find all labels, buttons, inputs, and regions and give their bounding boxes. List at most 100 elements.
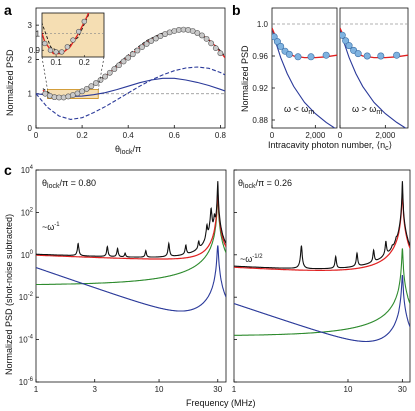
panel-a-inset-data-point	[42, 40, 48, 47]
panel-c-left-title-end: /π = 0.80	[59, 178, 95, 188]
panel-c-right-slope-exp: -1/2	[252, 254, 263, 260]
panel-c-y-tick-label: 102	[21, 207, 34, 217]
panel-b-data-point	[307, 53, 315, 61]
panel-b-x-label-main: Intracavity photon number, ⟨n	[268, 140, 385, 150]
panel-c-left-title-main: θ	[42, 178, 47, 188]
panel-b-y-tick-label: 0.96	[252, 52, 268, 61]
panel-a-series-dashed-blue	[36, 66, 225, 120]
panel-c-right-title-sub: lock	[243, 183, 256, 190]
panel-a-inset: 0.1 0.2 0.9 1	[29, 12, 105, 90]
panel-c-red-curve	[234, 193, 410, 271]
panel-b-right-label-sub: m	[376, 109, 382, 116]
panel-a-data-point	[134, 47, 141, 54]
panel-c-blue-curve	[36, 245, 226, 312]
panel-a-inset-x-tick-label: 0.2	[79, 58, 91, 67]
panel-b-data-point	[354, 50, 362, 58]
panel-b-right-label: ω > ωm	[352, 104, 382, 116]
panel-c-x-tick-label: 1	[232, 385, 237, 394]
panel-a-y-tick-label: 2	[28, 55, 33, 64]
panel-c-y-tick-label: 10-4	[19, 335, 34, 345]
panel-c-y-axis-label: Normalized PSD (shot-noise subtracted)	[4, 214, 14, 375]
panel-b-y-tick-label: 1.0	[257, 20, 269, 29]
panel-a-data-point	[208, 40, 215, 47]
panel-a: 0 0.2 0.4 0.6 0.8 0 1 2 3 Normalized PSD θlock/π…	[5, 7, 226, 156]
panel-b-data-point	[285, 50, 293, 58]
panel-c-y-tick-exponent: 2	[30, 207, 34, 213]
panel-a-inset-data-point	[59, 49, 65, 55]
panel-b-data-point	[322, 51, 330, 59]
panel-a-inset-connector-right	[97, 56, 105, 90]
panel-a-inset-data-point	[47, 47, 54, 53]
panel-b-left-label-sub: m	[308, 109, 314, 116]
panel-c-y-tick-mantissa: 10	[19, 336, 28, 345]
panel-c-green-curve	[36, 197, 226, 286]
panel-c-right-plot	[234, 181, 410, 343]
panel-b-x-label-sub: c	[385, 145, 389, 152]
panel-c-right-slope-main: ~ω	[240, 254, 252, 264]
panel-a-data-point	[217, 50, 224, 57]
panel-a-data-point	[116, 62, 122, 69]
panel-a-inset-data-point	[75, 28, 82, 35]
panel-a-data-point	[83, 86, 90, 92]
panel-c-y-tick-mantissa: 10	[19, 378, 28, 387]
panel-c-y-tick-exponent: -4	[28, 335, 34, 341]
panel-c-right-title-end: /π = 0.26	[255, 178, 291, 188]
panel-a-data-point	[129, 51, 136, 58]
panel-a-y-axis-label: Normalized PSD	[5, 49, 15, 116]
panel-b-data-point	[363, 52, 371, 60]
panel-c-y-tick-label: 10-2	[19, 292, 34, 302]
panel-c-measured-spectrum	[234, 181, 410, 270]
panel-b-x-tick-label: 2,000	[375, 131, 396, 140]
panel-a-inset-data-point	[53, 49, 59, 55]
panel-a-data-point	[111, 66, 118, 72]
panel-a-inset-y-tick-label: 1	[36, 29, 41, 38]
panel-c-y-tick-exponent: 4	[30, 165, 34, 171]
panel-c-left-title: θlock/π = 0.80	[42, 178, 96, 190]
panel-c-red-curve	[36, 193, 226, 260]
panel-c-y-tick-label: 104	[21, 165, 34, 175]
panel-a-x-label-theta: θ	[115, 144, 120, 154]
panel-b-x-label-end: ⟩	[389, 140, 393, 150]
panel-c-y-tick-mantissa: 10	[21, 208, 30, 217]
panel-a-inset-data-point	[70, 37, 76, 43]
panel-c-left-plot	[36, 181, 226, 312]
panel-b-x-tick-label: 2,000	[305, 131, 326, 140]
panel-b-x-tick-label: 0	[338, 131, 343, 140]
panel-c-y-tick-mantissa: 10	[19, 293, 28, 302]
panel-a-x-label-sub: lock	[120, 149, 133, 156]
panel-b: 0.88 0.92 0.96 1.0 0 2,000 0 2,000 Normalized P…	[240, 7, 409, 152]
panel-b-right-label-main: ω > ω	[352, 104, 376, 114]
panel-a-frame	[35, 7, 226, 129]
panel-c-right-title-main: θ	[238, 178, 243, 188]
panel-c-y-tick-exponent: -6	[28, 377, 34, 383]
panel-b-data-point	[393, 51, 401, 59]
panel-c-y-tick-exponent: -2	[28, 292, 34, 298]
panel-a-x-axis-label: θlock/π	[115, 144, 141, 156]
panel-b-ticks: 0.88 0.92 0.96 1.0 0 2,000 0 2,000	[252, 20, 395, 140]
panel-b-data-point	[273, 38, 281, 46]
panel-a-inset-y-tick-label: 0.9	[29, 46, 41, 55]
panel-c-left-frame	[35, 169, 227, 383]
panel-c-x-tick-label: 30	[213, 385, 222, 394]
panel-a-x-label-end: /π	[132, 144, 141, 154]
panel-c-y-tick-mantissa: 10	[21, 251, 30, 260]
panel-b-right-frame	[339, 7, 409, 129]
panel-b-y-tick-label: 0.92	[252, 84, 268, 93]
panel-a-inset-plot	[42, 13, 104, 55]
panel-b-data-point	[377, 52, 385, 60]
panel-b-left-plot	[272, 23, 337, 128]
panel-c-measured-spectrum	[36, 181, 226, 258]
panel-b-left-frame	[271, 7, 338, 129]
panel-c-y-tick-label: 100	[21, 250, 34, 260]
panel-a-data-point	[139, 44, 145, 50]
panel-c-y-tick-exponent: 0	[30, 250, 34, 256]
panel-a-data-point	[79, 88, 85, 95]
panel-a-data-point	[203, 35, 210, 42]
panel-c-right-title: θlock/π = 0.26	[238, 178, 292, 190]
panel-c-left-slope-main: ~ω	[42, 222, 54, 232]
panel-b-right-plot	[340, 23, 408, 128]
panel-b-y-tick-label: 0.88	[252, 116, 268, 125]
